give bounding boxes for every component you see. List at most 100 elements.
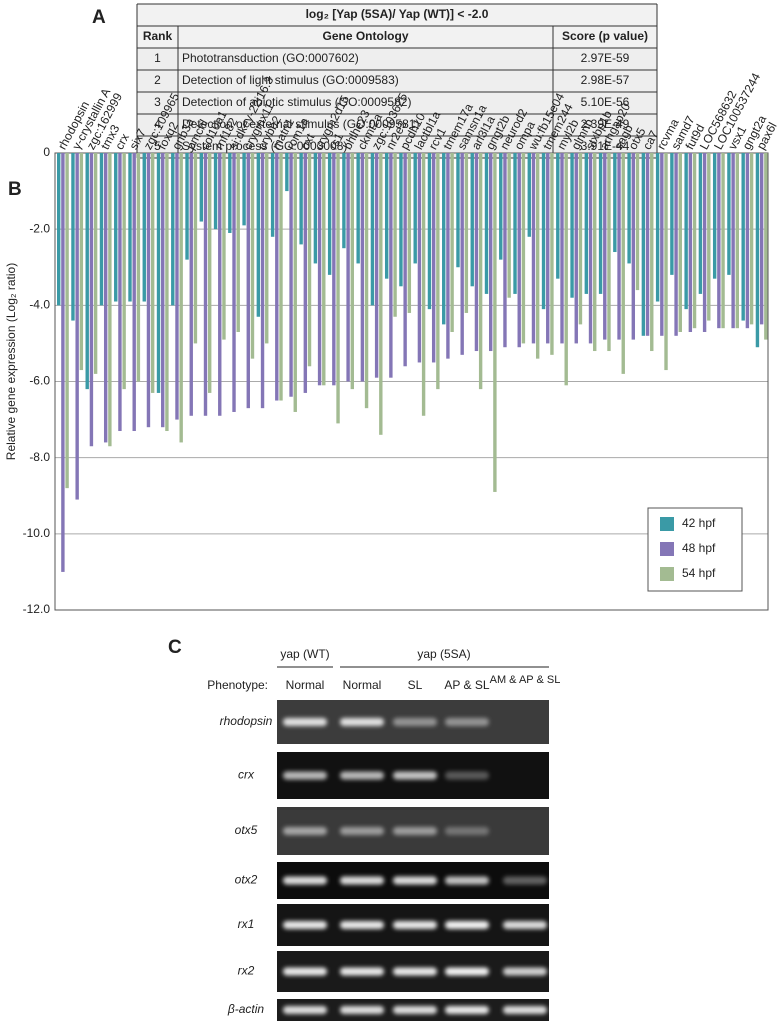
y-tick-label: -6.0 bbox=[29, 374, 50, 388]
bar bbox=[79, 153, 84, 371]
legend-label: 42 hpf bbox=[682, 516, 716, 530]
bar bbox=[299, 153, 303, 245]
table-row-bg bbox=[137, 114, 657, 136]
bar bbox=[474, 153, 479, 352]
bar bbox=[246, 153, 250, 409]
lane-label: SL bbox=[408, 678, 423, 692]
bar bbox=[478, 153, 483, 390]
gel-band bbox=[445, 967, 489, 976]
bar bbox=[749, 153, 754, 325]
bar bbox=[741, 153, 745, 321]
bar bbox=[517, 153, 521, 348]
gel-row-label: crx bbox=[238, 768, 255, 782]
bar bbox=[627, 153, 631, 264]
bar bbox=[89, 153, 94, 447]
bar bbox=[584, 153, 589, 294]
bar bbox=[678, 153, 682, 332]
bar bbox=[759, 153, 764, 325]
bar bbox=[327, 153, 332, 275]
gel-band bbox=[503, 876, 547, 885]
bar bbox=[350, 153, 354, 390]
bar bbox=[236, 153, 240, 332]
bar bbox=[702, 153, 707, 332]
table-cell: Detection of light stimulus (GO:0009583) bbox=[182, 73, 399, 87]
bar bbox=[712, 153, 717, 279]
bar bbox=[165, 153, 169, 432]
bar bbox=[446, 153, 450, 359]
gel-band bbox=[503, 967, 547, 976]
bar bbox=[499, 153, 503, 260]
gel-band bbox=[393, 876, 437, 885]
y-axis-label: Relative gene expression (Log₂ ratio) bbox=[4, 263, 18, 460]
gel-band bbox=[340, 718, 384, 726]
gel-band bbox=[445, 771, 489, 780]
bar bbox=[484, 153, 489, 294]
bar bbox=[393, 153, 397, 317]
bar bbox=[389, 153, 393, 378]
bar bbox=[755, 153, 760, 348]
bar bbox=[674, 153, 678, 336]
gel-row-label: rhodopsin bbox=[220, 714, 273, 728]
table-cell: 5 bbox=[154, 139, 161, 153]
bar bbox=[546, 153, 550, 344]
gel-band bbox=[340, 771, 384, 780]
gel-band bbox=[445, 921, 489, 929]
group-label: yap (WT) bbox=[280, 647, 329, 661]
gel-band bbox=[340, 921, 384, 929]
y-tick-label: -2.0 bbox=[29, 221, 50, 235]
x-tick-label: oxt bbox=[298, 131, 318, 152]
bar bbox=[556, 153, 560, 279]
column-header: Gene Ontology bbox=[322, 29, 408, 43]
bar bbox=[171, 153, 175, 306]
bar bbox=[541, 153, 546, 310]
bar bbox=[684, 153, 688, 310]
gel-band bbox=[283, 771, 327, 780]
bar bbox=[250, 153, 255, 359]
gel-band bbox=[503, 1006, 547, 1014]
bar bbox=[384, 153, 389, 279]
x-tick-label: crx bbox=[112, 131, 132, 152]
bar bbox=[265, 153, 269, 344]
bar bbox=[132, 153, 136, 432]
bar bbox=[189, 153, 193, 416]
bar bbox=[370, 153, 375, 306]
bar bbox=[156, 153, 161, 393]
bar bbox=[436, 153, 440, 390]
y-tick-label: -12.0 bbox=[23, 602, 51, 616]
table-cell: Detection of abiotic stimulus (GO:000958… bbox=[182, 95, 411, 109]
bar bbox=[655, 153, 660, 302]
bar bbox=[688, 153, 693, 332]
bar bbox=[336, 153, 340, 424]
gel-band bbox=[445, 827, 489, 835]
gel-band bbox=[445, 1006, 489, 1014]
bar bbox=[342, 153, 346, 249]
bar bbox=[450, 153, 454, 332]
gel-row-label: rx1 bbox=[238, 917, 255, 931]
bar bbox=[431, 153, 436, 363]
bar bbox=[613, 153, 617, 253]
table-cell: 2.98E-57 bbox=[581, 73, 630, 87]
bar bbox=[698, 153, 703, 294]
bar bbox=[364, 153, 369, 409]
bar bbox=[645, 153, 650, 336]
legend-label: 54 hpf bbox=[682, 566, 716, 580]
table-cell: 2.97E-59 bbox=[581, 51, 630, 65]
bar bbox=[313, 153, 318, 264]
gel-band bbox=[393, 1006, 437, 1014]
bar bbox=[635, 153, 640, 291]
lane-label: Normal bbox=[343, 678, 382, 692]
plot-frame bbox=[54, 152, 769, 611]
bar bbox=[356, 153, 360, 264]
bar bbox=[531, 153, 536, 344]
bar bbox=[598, 153, 603, 294]
bar bbox=[717, 153, 721, 329]
bar bbox=[213, 153, 218, 230]
bar bbox=[660, 153, 664, 336]
bar bbox=[527, 153, 531, 237]
bar bbox=[427, 153, 432, 310]
bar bbox=[346, 153, 350, 382]
bar bbox=[607, 153, 611, 352]
gel-band bbox=[393, 827, 437, 835]
bar bbox=[275, 153, 279, 401]
lane-label: Normal bbox=[286, 678, 325, 692]
